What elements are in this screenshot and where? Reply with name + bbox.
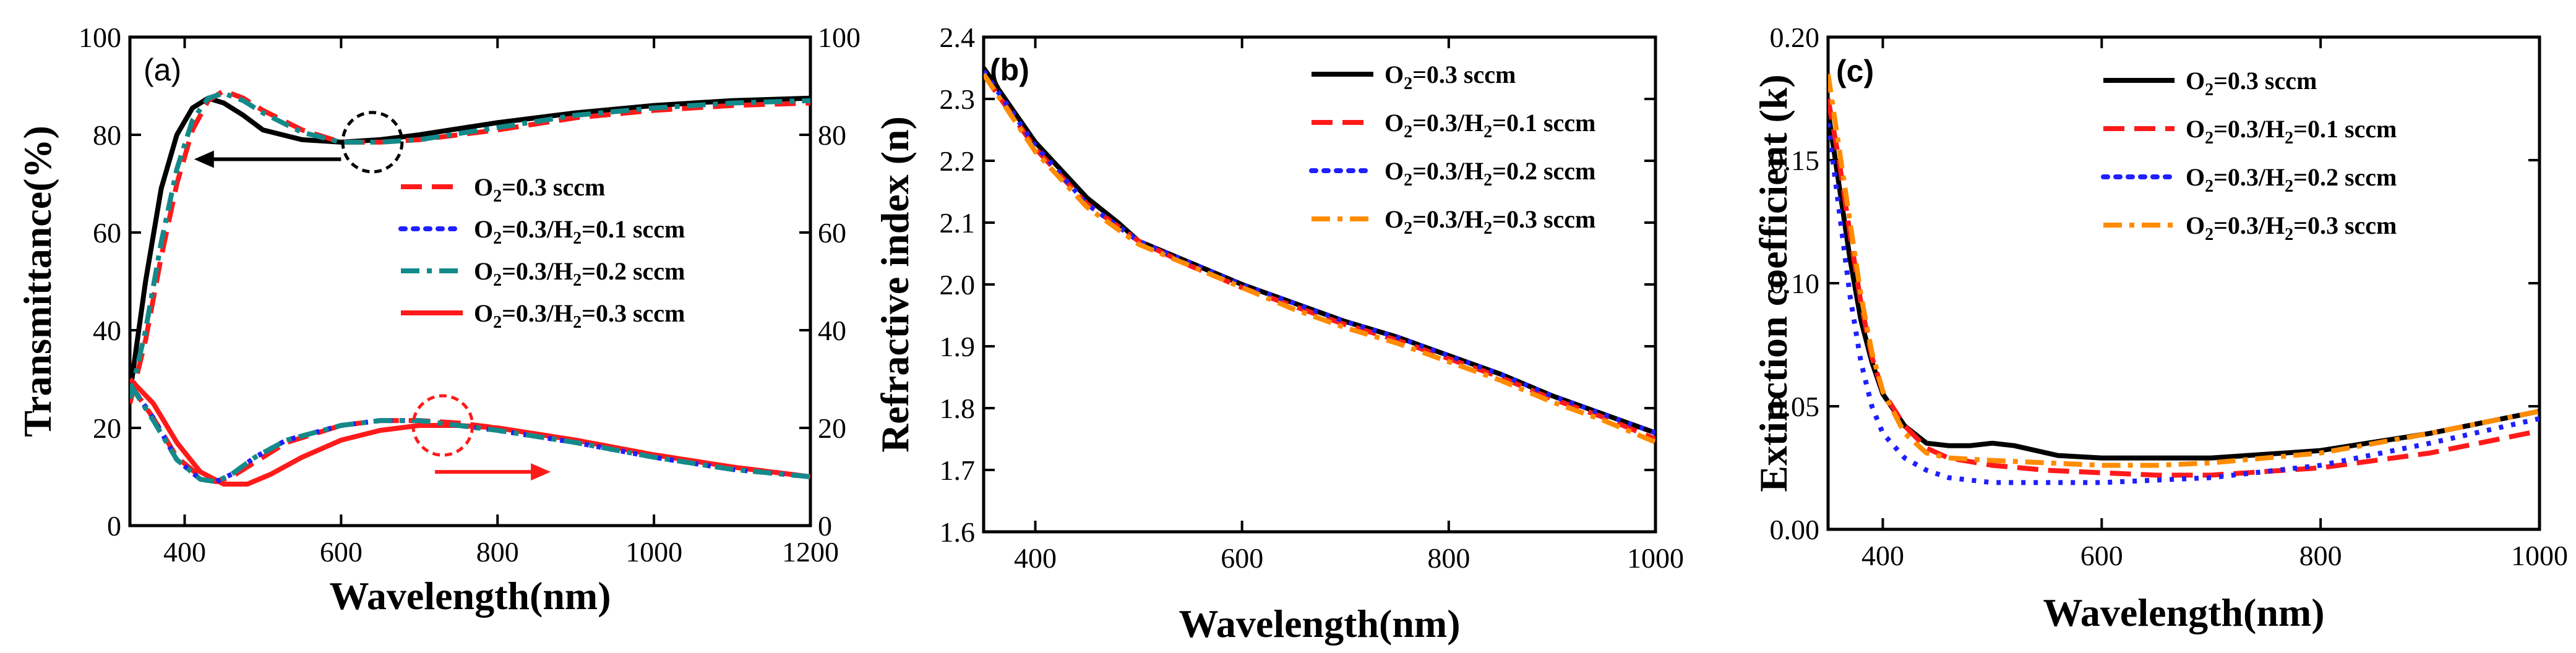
series-line	[130, 95, 810, 395]
x-tick-label: 600	[1221, 542, 1263, 574]
series-line	[130, 382, 810, 484]
highlight-circle	[411, 394, 474, 457]
x-tick-label: 600	[320, 536, 363, 568]
y-axis-title: Transmittance(%)	[15, 126, 59, 437]
y2-tick-label: 40	[818, 315, 846, 346]
x-tick-label: 1000	[625, 536, 682, 568]
arrow-head	[531, 463, 551, 481]
series-line	[1828, 98, 2540, 478]
x-tick-label: 600	[2080, 540, 2123, 571]
y-tick-label: 0.20	[1770, 22, 1820, 53]
legend-label: O2=0.3/H2=0.1 sccm	[474, 215, 685, 248]
legend-label: O2=0.3/H2=0.2 sccm	[2186, 163, 2397, 196]
x-axis-title: Wavelength(nm)	[329, 574, 611, 618]
legend-label: O2=0.3/H2=0.1 sccm	[2186, 115, 2397, 148]
y-tick-label: 1.7	[940, 455, 976, 486]
panel-tag: (b)	[990, 53, 1029, 87]
y-tick-label: 1.8	[940, 393, 976, 424]
panel-a: 400 600 800 1000 120002040608010002040608010…	[15, 22, 861, 618]
y-tick-label: 80	[93, 119, 121, 151]
series-line	[130, 88, 810, 404]
legend-label: O2=0.3/H2=0.3 sccm	[1385, 205, 1595, 238]
y-tick-label: 20	[93, 412, 121, 444]
y-tick-label: 2.2	[940, 145, 976, 177]
x-tick-label: 800	[2299, 540, 2342, 571]
series-group	[1828, 74, 2540, 485]
y-tick-label: 1.9	[940, 331, 976, 362]
y-tick-label: 0.00	[1770, 514, 1820, 545]
panel-tag: (a)	[144, 53, 181, 87]
y2-tick-label: 0	[818, 510, 832, 542]
y2-tick-label: 100	[818, 22, 861, 53]
legend-label: O2=0.3/H2=0.3 sccm	[474, 299, 685, 332]
series-line	[1828, 110, 2540, 461]
x-axis-title: Wavelength(nm)	[1179, 602, 1460, 646]
x-tick-label: 1200	[782, 536, 839, 568]
series-line	[1828, 122, 2540, 485]
y2-tick-label: 60	[818, 217, 846, 249]
legend-label: O2=0.3/H2=0.2 sccm	[1385, 157, 1595, 190]
y-tick-label: 0.10	[1770, 268, 1820, 299]
x-tick-label: 800	[476, 536, 519, 568]
y-tick-label: 40	[93, 315, 121, 346]
panel-c: 400 600 800 1000 0.00 0.05 0.10 0.15 0.20 Wavelen…	[1751, 22, 2568, 634]
x-tick-label: 1000	[1627, 542, 1684, 574]
x-tick-label: 400	[1861, 540, 1904, 571]
series-group	[984, 66, 1655, 445]
y-tick-label: 60	[93, 217, 121, 249]
x-axis-title: Wavelength(nm)	[2043, 591, 2324, 634]
x-tick-label: 400	[163, 536, 206, 568]
y2-tick-label: 80	[818, 119, 846, 151]
plot-frame	[128, 35, 812, 527]
legend-label: O2=0.3/H2=0.2 sccm	[474, 257, 685, 290]
legend-label: O2=0.3 sccm	[2186, 67, 2317, 100]
arrow-head	[194, 150, 214, 168]
series-line	[130, 90, 810, 399]
y-axis-title: Refractive index (n)	[873, 116, 917, 453]
legend-label: O2=0.3/H2=0.1 sccm	[1385, 109, 1595, 142]
series-group	[130, 88, 810, 487]
series-line	[130, 382, 810, 484]
legend-label: O2=0.3/H2=0.3 sccm	[2186, 211, 2397, 244]
y-tick-label: 0.05	[1770, 391, 1820, 422]
legend-label: O2=0.3 sccm	[474, 173, 605, 206]
legend-label: O2=0.3 sccm	[1385, 61, 1516, 93]
series-line	[984, 72, 1655, 445]
panel-tag: (c)	[1836, 54, 1874, 88]
y-tick-label: 0.15	[1770, 145, 1820, 176]
series-line	[130, 382, 810, 484]
y-tick-label: 2.3	[940, 83, 976, 115]
highlight-circle	[341, 111, 404, 174]
x-tick-label: 800	[1427, 542, 1470, 574]
y2-tick-label: 20	[818, 412, 846, 444]
y-tick-label: 2.1	[940, 207, 976, 239]
x-tick-label: 400	[1014, 542, 1057, 574]
y-tick-label: 2.0	[940, 269, 976, 301]
y-tick-label: 0	[107, 510, 121, 542]
y-tick-label: 1.6	[940, 516, 976, 548]
y-tick-label: 100	[79, 22, 121, 53]
y-axis-title: Extinction coefficient (k)	[1751, 74, 1795, 492]
panel-b: 400 600 800 1000 1.6 1.7 1.8 1.9 2.0 2.1 2.2 2.3 2.4…	[873, 22, 1684, 646]
series-line	[984, 72, 1655, 442]
series-line	[130, 377, 810, 487]
x-tick-label: 1000	[2511, 540, 2568, 571]
y-tick-label: 2.4	[940, 22, 976, 53]
series-line	[1828, 74, 2540, 468]
